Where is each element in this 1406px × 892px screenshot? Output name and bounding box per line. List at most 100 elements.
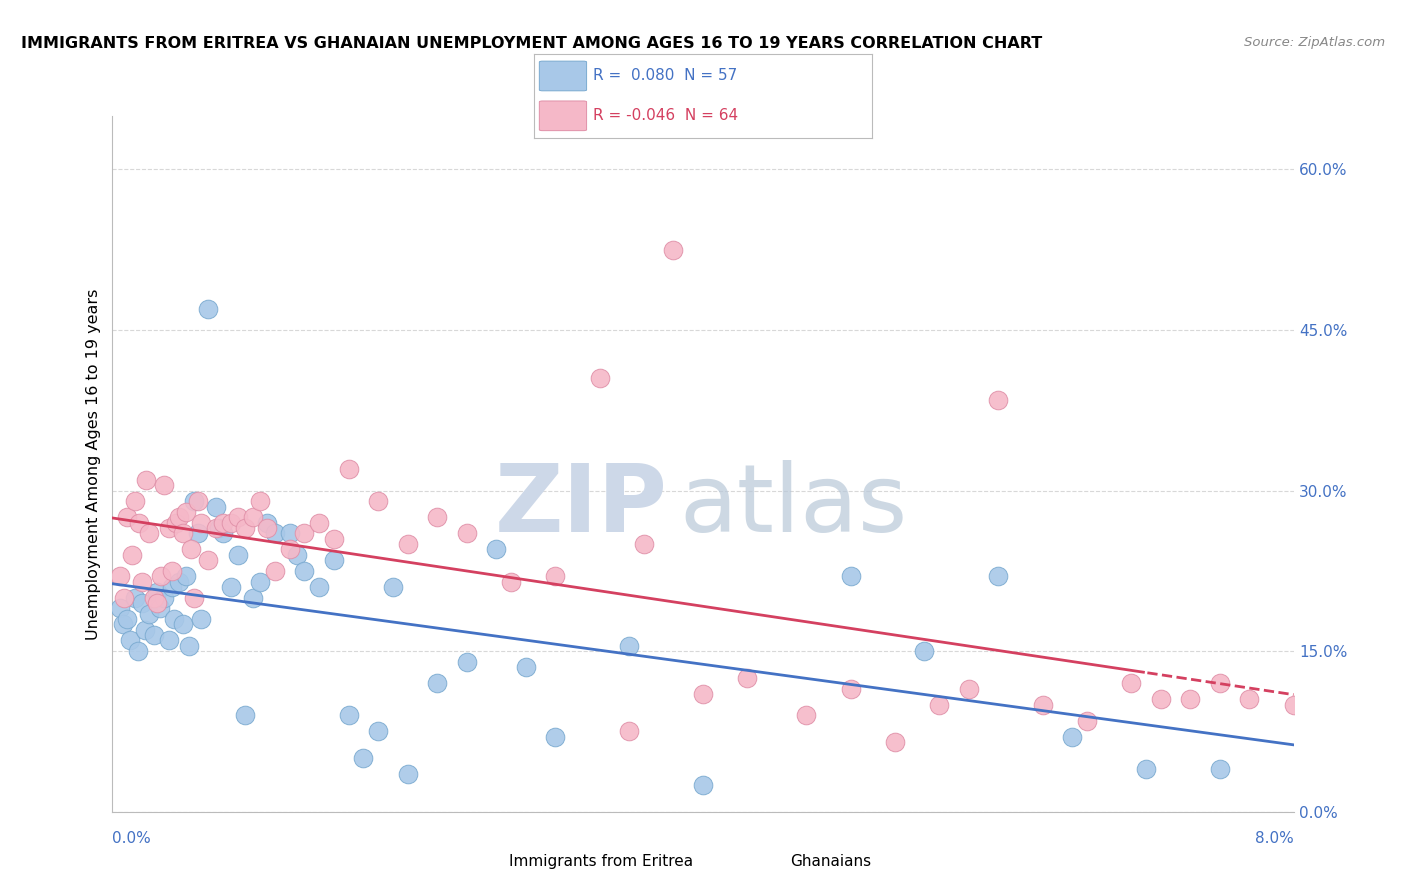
Text: Ghanaians: Ghanaians [790,855,872,869]
Point [121,548,143,562]
Point [160,580,183,594]
Point [692,778,714,792]
Point [515,660,537,674]
Point [1208,762,1232,776]
Point [205,500,228,514]
Text: atlas: atlas [679,459,908,551]
Point [167,574,190,589]
Point [396,537,419,551]
Point [839,681,862,696]
Point [381,580,405,594]
Point [131,574,153,589]
Point [142,628,165,642]
Point [1239,692,1261,706]
Point [308,516,330,530]
Point [174,569,197,583]
Point [197,553,219,567]
Point [183,591,205,605]
Point [112,591,135,605]
Point [135,473,157,487]
Point [233,521,256,535]
Point [197,301,219,316]
Point [128,516,150,530]
Point [323,532,346,546]
Point [367,494,389,508]
Point [839,569,862,583]
Point [256,521,278,535]
Point [928,698,950,712]
Point [108,569,131,583]
Point [249,574,271,589]
Text: Source: ZipAtlas.com: Source: ZipAtlas.com [1244,36,1385,49]
Point [884,735,907,749]
Point [456,655,478,669]
Point [278,526,301,541]
Point [619,639,641,653]
Point [138,526,160,541]
Point [172,617,194,632]
Point [149,601,172,615]
Point [242,591,264,605]
Point [153,591,176,605]
Point [285,548,308,562]
Point [426,510,449,524]
Text: Immigrants from Eritrea: Immigrants from Eritrea [509,855,693,869]
Point [1032,698,1054,712]
Point [150,569,173,583]
FancyBboxPatch shape [540,101,586,130]
Point [172,526,194,541]
Point [957,681,980,696]
Point [180,542,202,557]
Point [179,639,201,653]
Point [1076,714,1098,728]
Point [544,730,567,744]
Point [226,510,249,524]
Point [190,612,212,626]
Point [692,687,714,701]
Point [212,516,235,530]
Point [426,676,449,690]
Point [183,494,205,508]
Point [187,526,209,541]
Point [226,548,249,562]
Point [1178,692,1201,706]
Point [323,553,346,567]
Point [117,510,138,524]
Point [153,478,176,492]
Text: 0.0%: 0.0% [112,831,152,846]
Point [157,521,180,535]
Text: ZIP: ZIP [495,459,668,551]
Point [108,601,131,615]
Point [127,644,149,658]
Point [146,596,169,610]
Point [208,521,231,535]
Point [396,767,419,781]
Point [219,516,242,530]
Point [117,612,138,626]
Text: 8.0%: 8.0% [1254,831,1294,846]
Point [588,371,610,385]
Point [212,526,235,541]
Point [1150,692,1173,706]
Point [264,564,287,578]
Point [124,591,146,605]
Point [501,574,523,589]
Point [987,392,1010,407]
Point [1119,676,1142,690]
Point [205,521,228,535]
Y-axis label: Unemployment Among Ages 16 to 19 years: Unemployment Among Ages 16 to 19 years [86,288,101,640]
Point [292,526,315,541]
Point [160,564,183,578]
Point [456,526,478,541]
Point [187,494,209,508]
FancyBboxPatch shape [540,62,586,91]
Point [134,623,156,637]
Point [174,505,197,519]
Text: IMMIGRANTS FROM ERITREA VS GHANAIAN UNEMPLOYMENT AMONG AGES 16 TO 19 YEARS CORRE: IMMIGRANTS FROM ERITREA VS GHANAIAN UNEM… [21,36,1042,51]
Point [190,516,212,530]
Point [120,633,142,648]
Point [337,708,360,723]
Point [242,510,264,524]
Point [138,607,160,621]
Point [1062,730,1084,744]
